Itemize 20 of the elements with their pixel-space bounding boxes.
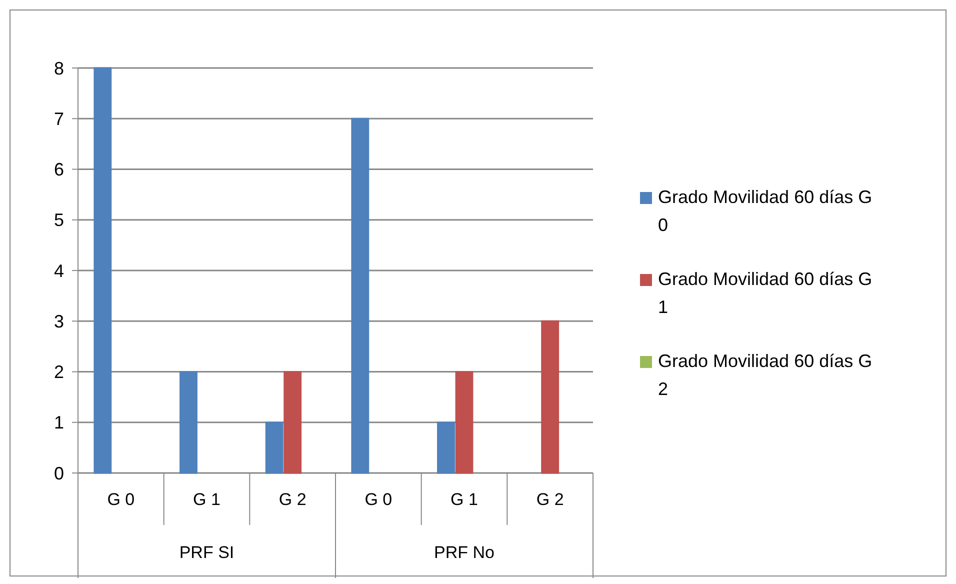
y-tick-label: 0 [54,463,64,484]
x-tick-label: G 1 [450,490,478,509]
y-tick-label: 2 [54,362,64,382]
y-tick-label: 3 [54,311,64,332]
y-tick-label: 5 [54,210,64,230]
y-tick-label: 7 [54,108,64,129]
y-tick-label: 8 [54,58,64,78]
y-tick-label: 1 [54,412,64,433]
x-tick-label: G 0 [107,490,135,509]
y-tick-label: 6 [54,160,64,180]
legend-label: Grado Movilidad 60 días G 0 [658,187,872,235]
x-tick-label: G 2 [278,490,306,509]
text: PRF SI [179,543,234,562]
x-tick-label: G 2 [536,490,564,509]
legend-label: Grado Movilidad 60 días G 2 [658,351,872,399]
x-tick-label: G 1 [193,490,220,509]
text: PRF No [434,543,494,562]
x-tick-label: G 0 [364,490,392,509]
legend-label: Grado Movilidad 60 días G 1 [658,269,872,317]
y-tick-label: 4 [54,260,64,281]
